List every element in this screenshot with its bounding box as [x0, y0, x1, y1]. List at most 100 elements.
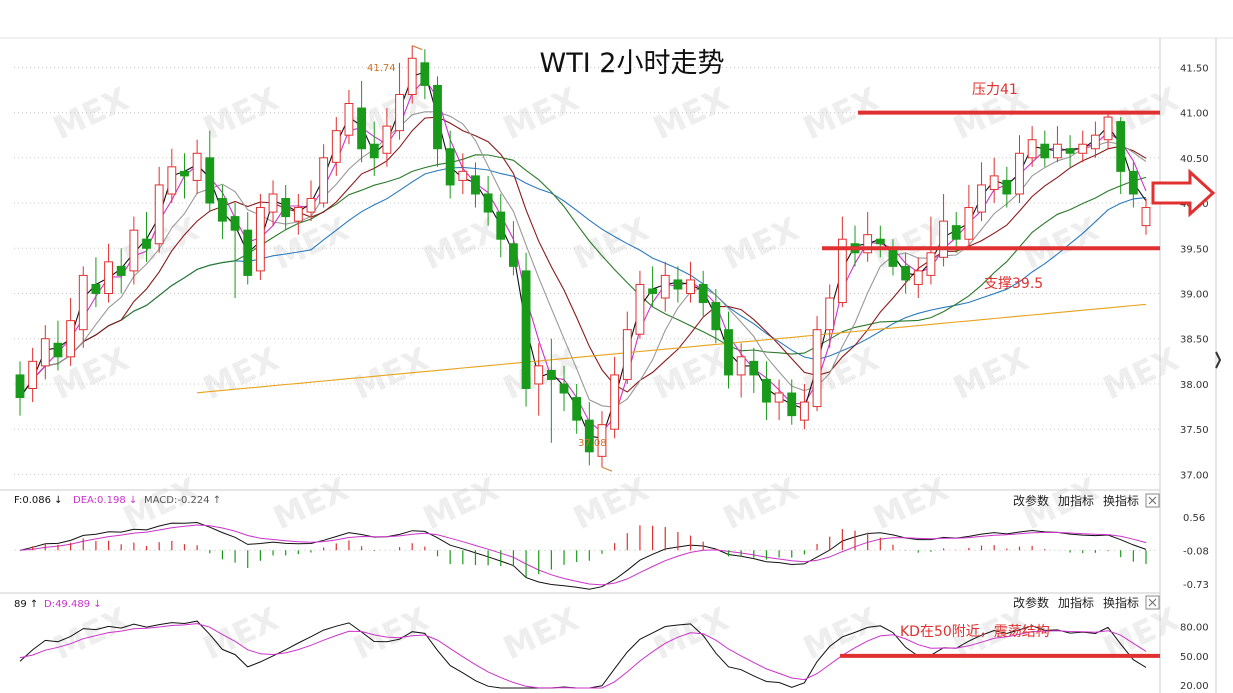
candle-body — [40, 338, 50, 367]
watermark-text: MEX — [197, 80, 284, 148]
candle-body — [622, 329, 632, 380]
candle-body — [913, 270, 923, 285]
candle-body — [812, 329, 822, 408]
candle-body — [395, 93, 404, 132]
candle-body — [91, 283, 101, 294]
candle-body — [787, 392, 797, 417]
macd-legend-f: F:0.086 ↓ — [14, 495, 63, 506]
candle-body — [1128, 170, 1138, 195]
candle-body — [293, 207, 303, 222]
candle-body — [698, 283, 708, 304]
high-label: 41.74 — [367, 63, 396, 74]
candle-body — [192, 152, 202, 181]
candle-body — [977, 184, 986, 213]
watermark-text: MEX — [267, 470, 354, 538]
macd-change-params-button[interactable]: 改参数 — [1013, 493, 1049, 508]
candle-body — [964, 207, 974, 240]
candle-body — [1078, 143, 1088, 154]
candle-body — [559, 383, 569, 394]
candle-body — [230, 216, 240, 231]
candle-body — [369, 143, 379, 159]
candle-body — [255, 207, 265, 272]
y-tick-label: 39.50 — [1180, 244, 1209, 255]
watermark-text: MEX — [867, 470, 954, 538]
kd-add-indicator-button[interactable]: 加指标 — [1058, 595, 1094, 610]
kd-d-line — [19, 623, 1147, 689]
candles — [15, 45, 1151, 578]
candle-body — [471, 175, 480, 195]
y-tick-label: 41.00 — [1180, 109, 1209, 120]
watermark-text: MEX — [947, 340, 1034, 408]
candle-body — [1027, 139, 1037, 159]
macd-add-indicator-button[interactable]: 加指标 — [1058, 493, 1094, 508]
candle-body — [1002, 179, 1012, 195]
macd-switch-indicator-button[interactable]: 换指标 — [1103, 493, 1139, 508]
candle-body — [104, 261, 113, 294]
candle-body — [281, 198, 291, 218]
candle-body — [53, 342, 63, 358]
macd-dea-line — [19, 524, 1147, 586]
y-tick-label: 37.50 — [1180, 425, 1209, 436]
watermark-text: MEX — [347, 340, 434, 408]
candle-body — [66, 320, 76, 358]
candle-body — [951, 225, 961, 240]
candle-body — [243, 229, 253, 276]
candle-body — [1103, 116, 1113, 141]
arrow-right-icon — [1151, 168, 1216, 218]
candle-body — [1116, 121, 1126, 172]
ma-green-line — [19, 154, 1147, 398]
candle-body — [610, 374, 620, 430]
candle-body — [15, 374, 25, 399]
chart-title: WTI 2小时走势 — [540, 48, 725, 79]
watermark-text: MEX — [1017, 210, 1104, 278]
overlay-annotations — [412, 45, 1160, 658]
macd-tick-label: -0.08 — [1183, 546, 1209, 557]
macd-close-icon[interactable] — [1145, 493, 1160, 508]
kd-change-params-button[interactable]: 改参数 — [1013, 595, 1049, 610]
candle-body — [989, 175, 999, 190]
candle-body — [319, 157, 329, 204]
kd-tick-label: 50.00 — [1180, 652, 1209, 663]
candle-body — [597, 424, 607, 457]
candle-body — [521, 270, 531, 389]
candle-body — [825, 297, 835, 331]
candle-body — [129, 229, 139, 272]
scroll-right-icon[interactable] — [1215, 351, 1222, 369]
watermark-text: MEX — [567, 470, 654, 538]
y-tick-label: 41.50 — [1180, 63, 1209, 74]
candle-body — [458, 170, 468, 181]
resistance-label: 压力41 — [972, 82, 1018, 98]
candle-body — [331, 130, 341, 163]
candle-body — [154, 184, 164, 245]
watermark-text: MEX — [47, 80, 134, 148]
candle-body — [673, 279, 683, 290]
candle-body — [218, 198, 227, 222]
watermark-text: MEX — [717, 470, 804, 538]
candle-body — [28, 360, 38, 389]
y-tick-label: 38.00 — [1180, 380, 1209, 391]
candle-body — [736, 356, 746, 376]
candle-body — [1065, 148, 1075, 154]
candle-body — [78, 274, 88, 331]
candle-body — [686, 279, 695, 294]
kd-close-icon[interactable] — [1145, 595, 1160, 610]
candle-body — [167, 166, 177, 195]
kd-switch-indicator-button[interactable]: 换指标 — [1103, 595, 1139, 610]
candle-body — [939, 220, 948, 258]
candle-body — [1053, 143, 1062, 159]
candle-body — [407, 57, 417, 95]
candle-body — [433, 84, 442, 150]
high-marker — [412, 45, 423, 51]
kd-tick-label: 20.00 — [1180, 681, 1209, 692]
watermark-text: MEX — [567, 210, 654, 278]
ma-orange-line — [197, 303, 1147, 394]
candle-body — [584, 419, 594, 453]
candle-body — [1141, 207, 1151, 227]
candle-body — [863, 234, 873, 254]
candle-body — [875, 238, 885, 245]
candle-body — [116, 265, 126, 276]
macd-tick-label: -0.73 — [1183, 580, 1209, 591]
candle-body — [799, 401, 809, 421]
kd-annotation: KD在50附近，震荡结构 — [900, 624, 1050, 640]
y-tick-label: 38.50 — [1180, 335, 1209, 346]
